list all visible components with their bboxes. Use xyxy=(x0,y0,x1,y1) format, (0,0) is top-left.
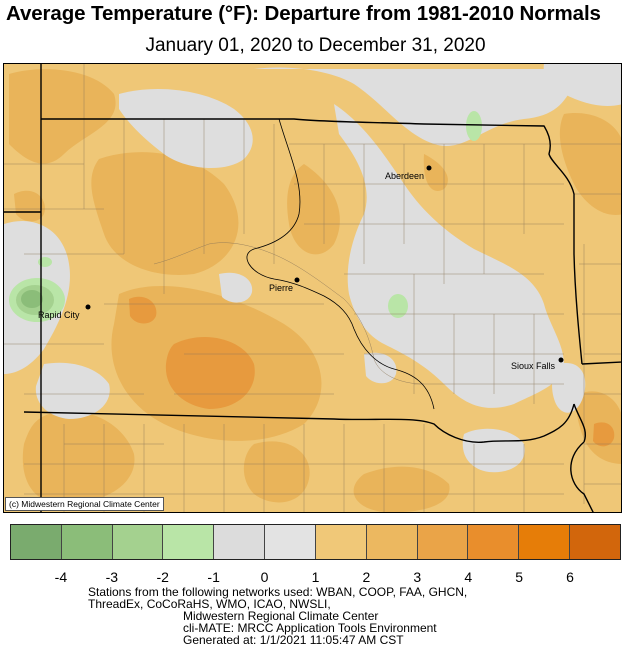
legend-swatch-5 xyxy=(265,525,316,559)
legend-swatch-1 xyxy=(61,525,113,559)
legend-swatch-6 xyxy=(315,525,367,559)
legend-swatch-10 xyxy=(519,525,571,559)
legend-tick-labels: -4 -3 -2 -1 0 1 2 3 4 5 6 xyxy=(0,569,631,587)
footer-line-2: ThreadEx, CoCoRaHS, WMO, ICAO, NWSLI, xyxy=(88,597,331,611)
legend-tick-4: 0 xyxy=(260,569,269,585)
aberdeen-label: Aberdeen xyxy=(385,171,424,181)
legend-tick-10: 6 xyxy=(566,569,574,585)
legend-tick-2: -2 xyxy=(156,569,169,585)
state-boundaries xyxy=(4,64,621,512)
legend-swatch-9 xyxy=(468,525,520,559)
legend-swatch-7 xyxy=(366,525,418,559)
city-markers: Aberdeen Pierre Rapid City Sioux Falls xyxy=(38,165,564,371)
legend-tick-3: -1 xyxy=(207,569,220,585)
county-boundaries xyxy=(4,64,621,512)
legend-swatch-0 xyxy=(11,525,62,559)
footer-line-1: Stations from the following networks use… xyxy=(88,585,468,599)
legend-tick-0: -4 xyxy=(54,569,68,585)
departure-4-5-regions xyxy=(129,296,615,447)
footer-line-5: Generated at: 1/1/2021 11:05:47 AM CST xyxy=(183,633,404,647)
map-title: Average Temperature (°F): Departure from… xyxy=(6,2,601,25)
legend-tick-5: 1 xyxy=(311,569,320,585)
legend-swatch-4 xyxy=(214,525,266,559)
footer-line-4: cli-MATE: MRCC Application Tools Environ… xyxy=(183,621,437,635)
legend-swatch-8 xyxy=(417,525,469,559)
sioux-falls-label: Sioux Falls xyxy=(511,361,556,371)
map-credit: (c) Midwestern Regional Climate Center xyxy=(5,497,164,511)
legend-tick-1: -3 xyxy=(105,569,119,585)
legend-swatch-3 xyxy=(163,525,215,559)
legend-tick-7: 3 xyxy=(413,569,422,585)
departure-0-1-regions xyxy=(4,64,621,473)
legend-tick-6: 2 xyxy=(362,569,371,585)
pierre-dot xyxy=(294,277,300,283)
rapid-city-dot xyxy=(85,304,91,310)
legend-swatch-2 xyxy=(112,525,164,559)
legend-tick-8: 4 xyxy=(464,569,473,585)
temperature-departure-map: Aberdeen Pierre Rapid City Sioux Falls (… xyxy=(3,63,622,513)
departure-neg3-neg2-region xyxy=(21,290,43,308)
pierre-label: Pierre xyxy=(269,283,293,293)
footer-line-3: Midwestern Regional Climate Center xyxy=(183,609,379,623)
rapid-city-label: Rapid City xyxy=(38,310,80,320)
aberdeen-dot xyxy=(426,165,432,171)
sioux-falls-dot xyxy=(558,357,564,363)
map-subtitle: January 01, 2020 to December 31, 2020 xyxy=(145,35,486,56)
missouri-river xyxy=(246,118,435,410)
legend-swatch-11 xyxy=(570,525,620,559)
color-legend xyxy=(10,524,621,560)
legend-tick-9: 5 xyxy=(515,569,524,585)
